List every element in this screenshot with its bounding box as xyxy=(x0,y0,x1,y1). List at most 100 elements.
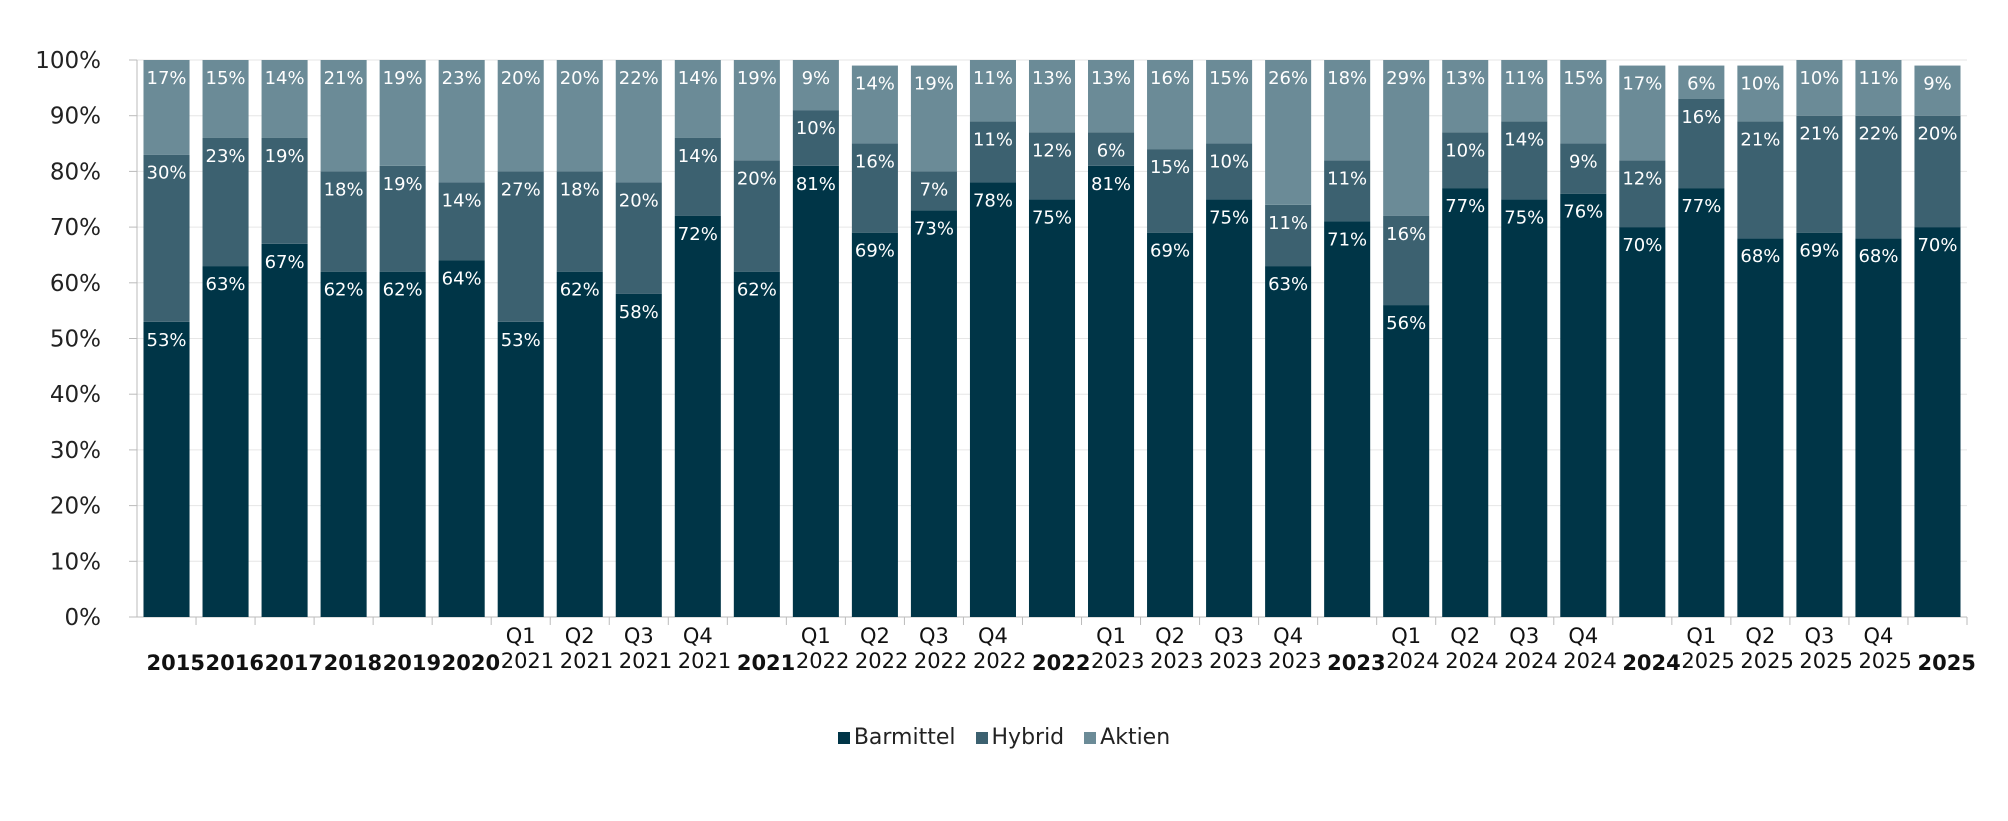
legend-swatch xyxy=(837,732,850,744)
legend-item: Aktien xyxy=(1084,725,1170,750)
value-label: 17% xyxy=(147,68,187,89)
bar-segment xyxy=(1265,60,1312,205)
bar-segment xyxy=(1088,165,1135,617)
y-tick-label: 100% xyxy=(35,48,101,74)
value-label: 27% xyxy=(501,179,541,200)
legend: Barmittel Hybrid Aktien xyxy=(0,725,2008,750)
legend-swatch xyxy=(1084,732,1097,744)
bar-segment xyxy=(851,65,898,144)
value-label: 15% xyxy=(1150,157,1190,178)
value-label: 53% xyxy=(147,330,187,351)
value-label: 56% xyxy=(1386,313,1426,334)
bar-segment xyxy=(1855,60,1902,116)
value-label: 19% xyxy=(383,174,423,195)
value-label: 6% xyxy=(1097,140,1126,161)
bar-segment xyxy=(438,182,485,261)
bar-segment xyxy=(1028,132,1076,200)
bar-segment xyxy=(202,266,249,617)
value-label: 78% xyxy=(973,191,1013,212)
bar-segment xyxy=(1501,60,1548,122)
bar-segment xyxy=(320,171,367,272)
x-tick-label: 2017 xyxy=(264,651,324,675)
bar-segment xyxy=(1619,160,1666,228)
bar-segment xyxy=(1855,238,1902,618)
x-tick-label: 2025 xyxy=(1917,651,1976,675)
bar-segment xyxy=(910,171,957,211)
value-label: 75% xyxy=(1032,207,1072,228)
bar-segment xyxy=(1265,266,1312,617)
bar-segment xyxy=(1796,115,1843,233)
legend-swatch xyxy=(975,732,988,744)
value-label: 17% xyxy=(1622,74,1662,95)
value-label: 67% xyxy=(265,252,305,273)
value-label: 58% xyxy=(619,302,659,323)
value-label: 15% xyxy=(206,68,246,89)
bar-segment xyxy=(1028,60,1076,133)
bar-segment xyxy=(1383,215,1430,306)
bar-segment xyxy=(556,271,603,617)
x-tick-label: Q2 2024 xyxy=(1445,624,1499,673)
x-tick-label: Q2 2022 xyxy=(854,624,909,673)
value-label: 29% xyxy=(1386,68,1426,89)
bar-segment xyxy=(969,121,1016,183)
y-tick-label: 30% xyxy=(50,438,101,464)
value-label: 14% xyxy=(442,191,482,212)
value-label: 62% xyxy=(383,280,423,301)
value-label: 77% xyxy=(1445,196,1485,217)
value-label: 64% xyxy=(442,269,482,290)
bar-segment xyxy=(615,182,662,294)
bar-segment xyxy=(1501,199,1548,617)
bar-segment xyxy=(1088,132,1135,166)
bar-segment xyxy=(1088,60,1135,133)
bar-segment xyxy=(792,60,839,111)
y-tick-label: 20% xyxy=(50,494,101,520)
value-label: 81% xyxy=(796,174,836,195)
bar-segment xyxy=(497,60,544,172)
x-tick-label: Q3 2022 xyxy=(913,624,968,673)
value-label: 20% xyxy=(560,68,600,89)
y-tick-label: 90% xyxy=(50,104,101,130)
value-label: 21% xyxy=(1799,124,1839,145)
value-label: 22% xyxy=(619,68,659,89)
value-label: 68% xyxy=(1740,246,1780,267)
bar-segment xyxy=(379,165,426,272)
bar-segment xyxy=(615,293,662,617)
bar-segment xyxy=(674,60,721,138)
x-tick-label: Q2 2021 xyxy=(559,624,614,673)
value-label: 18% xyxy=(324,179,364,200)
value-label: 11% xyxy=(973,129,1013,150)
x-tick-label: Q1 2024 xyxy=(1386,624,1440,673)
bar-segment xyxy=(615,60,662,183)
value-label: 76% xyxy=(1563,202,1603,223)
bar-segment xyxy=(143,321,190,617)
bar-segment xyxy=(1619,65,1666,161)
value-label: 69% xyxy=(1799,241,1839,262)
value-label: 71% xyxy=(1327,230,1367,251)
bar-segment xyxy=(674,215,721,617)
value-label: 14% xyxy=(678,68,718,89)
x-tick-label: Q1 2021 xyxy=(500,624,555,673)
bar-segment xyxy=(1914,115,1961,228)
bar-segment xyxy=(556,171,603,272)
value-label: 70% xyxy=(1917,235,1957,256)
value-label: 7% xyxy=(920,179,949,200)
value-label: 14% xyxy=(855,74,895,95)
bar-segment xyxy=(969,182,1016,618)
bar-segment xyxy=(1442,132,1489,189)
value-label: 62% xyxy=(324,280,364,301)
value-label: 73% xyxy=(914,218,954,239)
y-tick-label: 50% xyxy=(50,327,101,353)
bar-segment xyxy=(438,60,485,183)
bar-segment xyxy=(1619,227,1666,617)
value-label: 10% xyxy=(1740,74,1780,95)
bar-segment xyxy=(438,260,485,617)
x-tick-label: Q2 2023 xyxy=(1150,624,1204,673)
value-label: 21% xyxy=(1740,129,1780,150)
bar-segment xyxy=(1206,60,1253,144)
value-label: 16% xyxy=(1386,224,1426,245)
y-tick-label: 60% xyxy=(50,271,101,297)
value-label: 69% xyxy=(855,241,895,262)
x-tick-label: 2024 xyxy=(1622,651,1681,675)
bar-segment xyxy=(1442,188,1489,618)
